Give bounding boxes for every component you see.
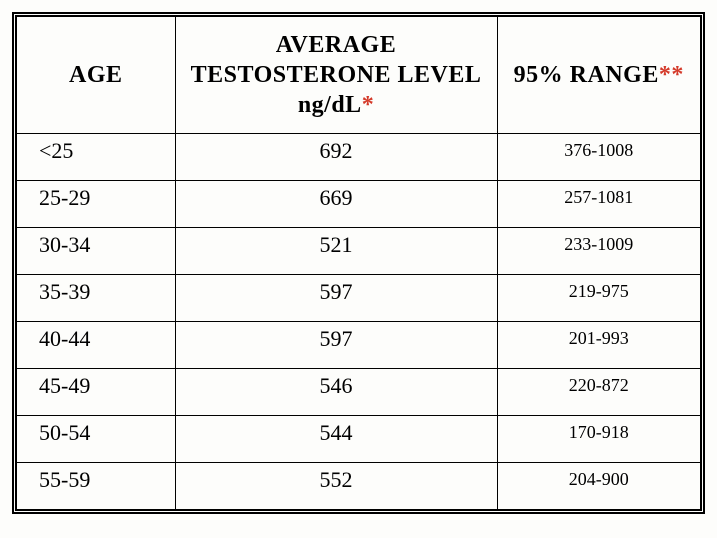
cell-range: 376-1008: [497, 134, 700, 181]
col-header-range-label: 95% RANGE: [514, 62, 659, 88]
cell-age: 55-59: [17, 463, 175, 509]
table-row: 25-29 669 257-1081: [17, 181, 700, 228]
cell-avg: 597: [175, 275, 497, 322]
table-frame: AGE AVERAGE TESTOSTERONE LEVEL ng/dL* 95…: [12, 12, 705, 514]
table-row: 35-39 597 219-975: [17, 275, 700, 322]
cell-age: 40-44: [17, 322, 175, 369]
cell-avg: 552: [175, 463, 497, 509]
cell-age: <25: [17, 134, 175, 181]
table-body: <25 692 376-1008 25-29 669 257-1081 30-3…: [17, 134, 700, 510]
cell-range: 170-918: [497, 416, 700, 463]
cell-age: 50-54: [17, 416, 175, 463]
cell-avg: 546: [175, 369, 497, 416]
cell-range: 219-975: [497, 275, 700, 322]
table-row: <25 692 376-1008: [17, 134, 700, 181]
table-row: 45-49 546 220-872: [17, 369, 700, 416]
cell-avg: 669: [175, 181, 497, 228]
table-row: 55-59 552 204-900: [17, 463, 700, 509]
col-header-age: AGE: [17, 17, 175, 134]
cell-age: 30-34: [17, 228, 175, 275]
cell-range: 220-872: [497, 369, 700, 416]
col-header-avg-label: AVERAGE TESTOSTERONE LEVEL ng/dL: [191, 32, 482, 118]
col-header-range: 95% RANGE**: [497, 17, 700, 134]
cell-range: 233-1009: [497, 228, 700, 275]
table-row: 40-44 597 201-993: [17, 322, 700, 369]
cell-age: 35-39: [17, 275, 175, 322]
cell-range: 201-993: [497, 322, 700, 369]
col-header-avg-ast: *: [362, 92, 375, 118]
cell-age: 25-29: [17, 181, 175, 228]
cell-avg: 597: [175, 322, 497, 369]
cell-avg: 544: [175, 416, 497, 463]
col-header-avg: AVERAGE TESTOSTERONE LEVEL ng/dL*: [175, 17, 497, 134]
table-row: 30-34 521 233-1009: [17, 228, 700, 275]
cell-avg: 692: [175, 134, 497, 181]
cell-range: 257-1081: [497, 181, 700, 228]
cell-avg: 521: [175, 228, 497, 275]
col-header-range-ast: **: [659, 62, 684, 88]
col-header-age-label: AGE: [69, 62, 123, 88]
table-header-row: AGE AVERAGE TESTOSTERONE LEVEL ng/dL* 95…: [17, 17, 700, 134]
cell-range: 204-900: [497, 463, 700, 509]
testosterone-table: AGE AVERAGE TESTOSTERONE LEVEL ng/dL* 95…: [17, 17, 700, 509]
cell-age: 45-49: [17, 369, 175, 416]
table-row: 50-54 544 170-918: [17, 416, 700, 463]
